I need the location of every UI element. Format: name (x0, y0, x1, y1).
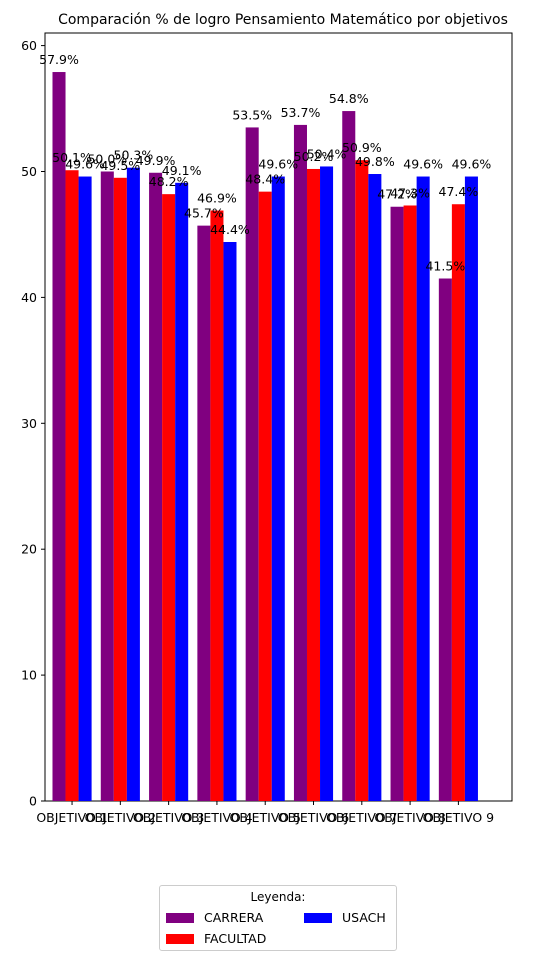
y-tick-label-10: 10 (21, 668, 37, 683)
y-tick-label-30: 30 (21, 416, 37, 431)
legend-swatch-carrera (166, 912, 194, 923)
legend-entry-usach: USACH (304, 910, 386, 925)
bar-carrera-6 (293, 124, 307, 801)
legend-label-usach: USACH (342, 910, 386, 925)
bar-facultad-4 (210, 210, 224, 801)
data-label-facultad-4: 46.9% (197, 191, 237, 206)
data-label-usach-7: 49.8% (355, 154, 395, 169)
bar-usach-1 (78, 176, 92, 801)
data-label-facultad-8: 47.3% (390, 185, 430, 200)
data-label-carrera-6: 53.7% (281, 105, 321, 120)
bar-usach-9 (464, 176, 478, 801)
legend-entry-carrera: CARRERA (166, 910, 263, 925)
bar-facultad-2 (113, 177, 127, 802)
bar-carrera-3 (149, 172, 163, 801)
data-label-facultad-3: 48.2% (149, 174, 189, 189)
data-label-usach-1: 49.6% (65, 157, 105, 172)
data-label-carrera-2: 50.0% (87, 151, 127, 166)
bar-usach-6 (320, 166, 334, 801)
bar-usach-7 (368, 174, 382, 801)
bar-carrera-2 (100, 171, 114, 802)
legend-label-carrera: CARRERA (204, 910, 264, 925)
x-tick-label-9: OBJETIVO 9 (423, 810, 494, 825)
legend-swatch-facultad (166, 933, 194, 944)
y-tick-label-50: 50 (21, 164, 37, 179)
data-label-facultad-6: 50.2% (294, 149, 334, 164)
data-label-facultad-2: 49.5% (100, 158, 140, 173)
bar-carrera-8 (390, 206, 404, 802)
bar-facultad-1 (65, 170, 79, 802)
y-axis: 0 10 20 30 40 50 60 (21, 38, 45, 809)
chart-title: Comparación % de logro Pensamiento Matem… (58, 12, 508, 28)
data-label-carrera-7: 54.8% (329, 91, 369, 106)
bars-group (52, 72, 478, 802)
bar-carrera-1 (52, 72, 66, 801)
x-tick-label-3: OBJETIVO 3 (133, 810, 204, 825)
legend-entry-facultad: FACULTAD (166, 931, 266, 946)
bar-carrera-4 (197, 225, 211, 801)
y-tick-label-60: 60 (21, 38, 37, 53)
x-tick-label-6: OBJETIVO 6 (278, 810, 349, 825)
x-tick-label-7: OBJETIVO 7 (326, 810, 397, 825)
x-tick-label-2: OBJETIVO 2 (85, 810, 156, 825)
bar-carrera-7 (342, 111, 356, 801)
data-label-usach-6: 50.4% (307, 146, 347, 161)
y-tick-label-0: 0 (29, 794, 37, 809)
data-label-facultad-1: 50.1% (52, 150, 92, 165)
legend-label-facultad: FACULTAD (204, 931, 267, 946)
bar-facultad-6 (306, 168, 321, 802)
y-tick-label-40: 40 (21, 290, 37, 305)
legend-title: Leyenda: (250, 890, 306, 904)
data-label-usach-5: 49.6% (258, 157, 298, 172)
y-tick-label-20: 20 (21, 542, 37, 557)
x-tick-label-1: OBJETIVO 1 (36, 810, 107, 825)
bar-usach-3 (175, 182, 189, 801)
data-label-usach-2: 50.3% (114, 148, 154, 163)
data-label-usach-8: 49.6% (403, 157, 443, 172)
bar-facultad-9 (451, 204, 465, 802)
bar-usach-8 (416, 176, 430, 801)
bar-usach-2 (126, 167, 140, 801)
data-label-facultad-7: 50.9% (342, 140, 382, 155)
data-label-carrera-5: 53.5% (232, 107, 272, 122)
bar-facultad-3 (162, 194, 176, 801)
bar-facultad-5 (258, 191, 272, 801)
data-label-carrera-8: 47.2% (377, 187, 417, 202)
data-label-carrera-9: 41.5% (425, 259, 465, 274)
x-tick-label-5: OBJETIVO 5 (230, 810, 301, 825)
data-label-facultad-9: 47.4% (439, 184, 479, 199)
data-label-usach-4: 44.4% (210, 222, 250, 237)
bar-facultad-8 (403, 205, 417, 802)
legend: Leyenda: CARRERA USACH FACULTAD (159, 885, 397, 951)
data-label-carrera-1: 57.9% (39, 52, 79, 67)
data-labels-group: 57.9%50.1%49.6%50.0%49.5%50.3%49.9%48.2%… (39, 52, 491, 273)
bar-facultad-7 (355, 160, 369, 801)
bar-carrera-5 (245, 127, 259, 802)
data-label-usach-9: 49.6% (452, 157, 492, 172)
legend-swatch-usach (304, 912, 332, 923)
bar-usach-4 (223, 242, 237, 801)
bar-carrera-9 (438, 278, 452, 801)
data-label-facultad-5: 48.4% (245, 172, 285, 187)
bar-usach-5 (271, 176, 285, 801)
x-tick-label-4: OBJETIVO 4 (181, 810, 252, 825)
data-label-usach-3: 49.1% (162, 163, 202, 178)
data-label-carrera-4: 45.7% (184, 206, 224, 221)
x-tick-label-8: OBJETIVO 8 (374, 810, 445, 825)
data-label-carrera-3: 49.9% (136, 153, 176, 168)
